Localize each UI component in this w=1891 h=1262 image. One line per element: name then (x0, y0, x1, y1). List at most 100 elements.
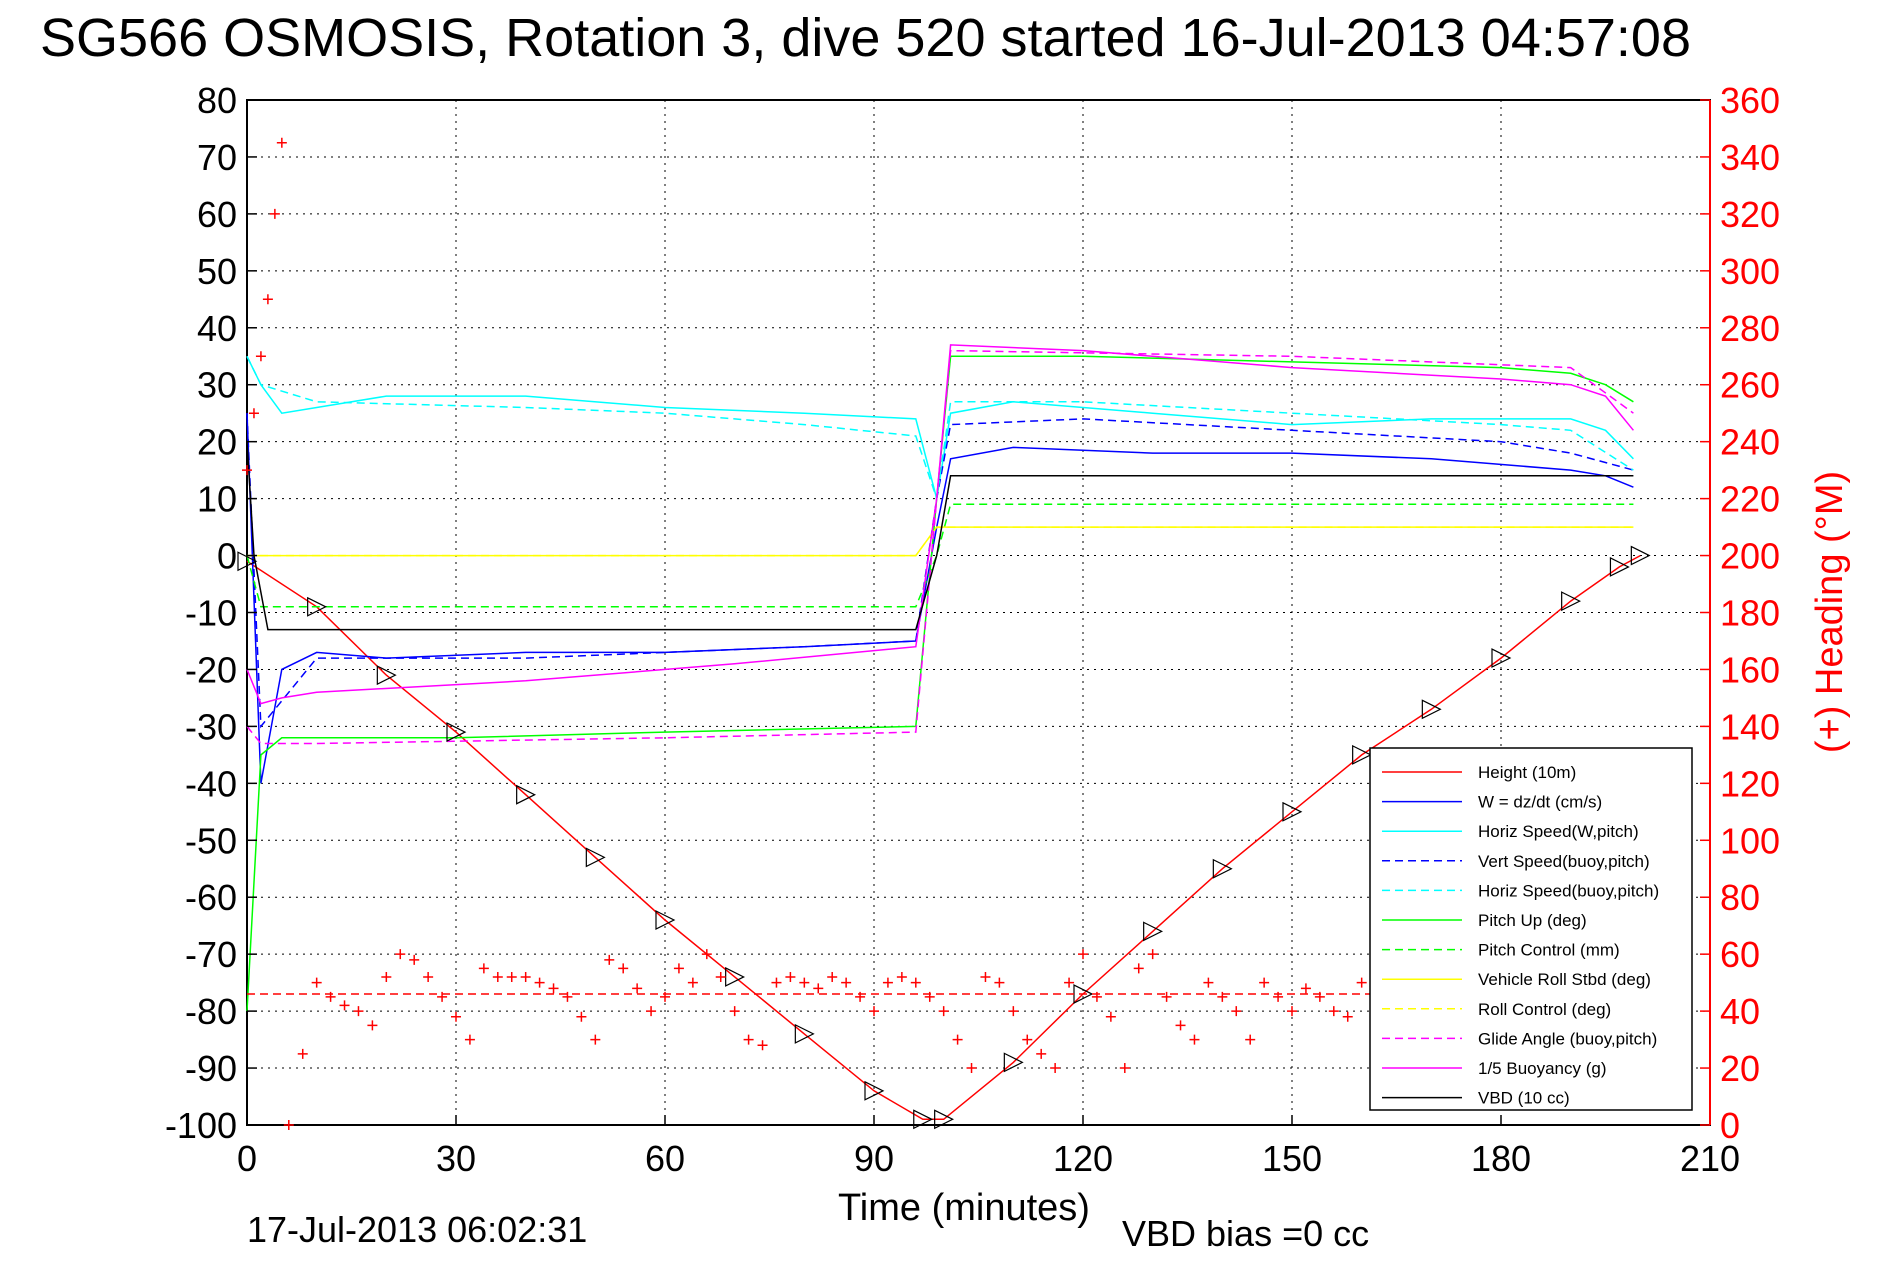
right-tick-label-15: 60 (1720, 934, 1760, 975)
heading-point-38 (729, 1006, 740, 1017)
height-marker-18 (1421, 699, 1442, 720)
right-tick-label-16: 40 (1720, 991, 1760, 1032)
heading-point-46 (841, 977, 852, 988)
height-marker-8 (794, 1023, 815, 1044)
heading-point-35 (687, 977, 698, 988)
series-line-11 (246, 441, 1634, 631)
height-marker-15 (1212, 858, 1233, 879)
left-tick-label-17: -90 (185, 1048, 237, 1089)
bottom-tick-label-1: 30 (436, 1138, 476, 1179)
heading-point-1 (248, 408, 259, 419)
heading-point-69 (1161, 991, 1172, 1002)
height-marker-14 (1143, 921, 1164, 942)
series-line-2 (246, 355, 1634, 499)
left-tick-label-6: 20 (197, 422, 237, 463)
left-tick-label-8: 0 (217, 536, 237, 577)
legend-label-2: Horiz Speed(W,pitch) (1478, 822, 1639, 841)
series-line-4 (246, 355, 1634, 499)
heading-point-58 (1008, 1006, 1019, 1017)
left-tick-label-9: -10 (185, 593, 237, 634)
heading-point-36 (701, 949, 712, 960)
heading-point-70 (1175, 1020, 1186, 1031)
heading-point-19 (464, 1034, 475, 1045)
heading-point-52 (924, 991, 935, 1002)
series-layer (246, 344, 1641, 1121)
right-tick-label-13: 100 (1720, 820, 1780, 861)
height-markers (237, 545, 1651, 1130)
legend-label-0: Height (10m) (1478, 763, 1576, 782)
legend-label-7: Vehicle Roll Stbd (deg) (1478, 970, 1651, 989)
right-tick-label-17: 20 (1720, 1048, 1760, 1089)
heading-point-23 (520, 971, 531, 982)
right-tick-label-8: 200 (1720, 536, 1780, 577)
heading-point-73 (1217, 991, 1228, 1002)
right-tick-label-0: 360 (1720, 80, 1780, 121)
heading-point-7 (297, 1048, 308, 1059)
legend-label-9: Glide Angle (buoy,pitch) (1478, 1029, 1657, 1048)
heading-point-28 (590, 1034, 601, 1045)
heading-point-2 (255, 351, 266, 362)
height-marker-11 (934, 1109, 955, 1130)
heading-point-55 (966, 1063, 977, 1074)
legend: Height (10m) W = dz/dt (cm/s) Horiz Speed(… (1369, 747, 1693, 1111)
left-tick-label-2: 60 (197, 194, 237, 235)
heading-point-11 (353, 1006, 364, 1017)
heading-point-30 (618, 963, 629, 974)
heading-point-5 (276, 137, 287, 148)
heading-point-74 (1231, 1006, 1242, 1017)
height-marker-1 (307, 596, 328, 617)
heading-point-0 (242, 465, 252, 476)
heading-point-12 (367, 1020, 378, 1031)
height-marker-21 (1609, 556, 1630, 577)
heading-point-44 (813, 983, 824, 994)
legend-label-5: Pitch Up (deg) (1478, 911, 1587, 930)
bottom-tick-label-0: 0 (237, 1138, 257, 1179)
vbd-bias-label: VBD bias =0 cc (1122, 1213, 1369, 1254)
heading-point-26 (562, 991, 573, 1002)
heading-point-82 (1342, 1011, 1353, 1022)
heading-point-80 (1314, 991, 1325, 1002)
left-tick-label-18: -100 (165, 1105, 237, 1146)
heading-point-53 (938, 1006, 949, 1017)
heading-point-24 (534, 977, 545, 988)
heading-point-47 (855, 991, 866, 1002)
height-marker-16 (1282, 801, 1303, 822)
heading-point-33 (660, 991, 670, 1002)
right-tick-label-1: 340 (1720, 137, 1780, 178)
heading-point-83 (1356, 977, 1367, 988)
heading-point-76 (1259, 977, 1270, 988)
height-marker-12 (1003, 1052, 1024, 1073)
chart-title: SG566 OSMOSIS, Rotation 3, dive 520 star… (40, 8, 1691, 68)
heading-point-66 (1119, 1063, 1130, 1074)
height-marker-20 (1561, 591, 1582, 612)
height-marker-0 (237, 551, 258, 572)
heading-point-48 (869, 1006, 879, 1017)
heading-point-10 (339, 1000, 350, 1011)
bottom-tick-label-4: 120 (1053, 1138, 1113, 1179)
bottom-tick-label-6: 180 (1471, 1138, 1531, 1179)
heading-point-51 (910, 977, 921, 988)
right-tick-label-5: 260 (1720, 365, 1780, 406)
bottom-axis-ticks: 0 30 60 90 120 150 180 210 (237, 1115, 1740, 1179)
heading-point-18 (451, 1011, 461, 1022)
right-tick-label-9: 180 (1720, 593, 1780, 634)
series-line-7 (247, 526, 1634, 557)
left-tick-label-7: 10 (197, 479, 237, 520)
heading-point-34 (673, 963, 684, 974)
bottom-tick-label-7: 210 (1680, 1138, 1740, 1179)
height-marker-19 (1491, 648, 1512, 669)
heading-point-27 (576, 1011, 587, 1022)
right-tick-label-7: 220 (1720, 479, 1780, 520)
height-marker-6 (655, 910, 676, 930)
left-tick-label-10: -20 (185, 649, 237, 690)
heading-point-8 (311, 977, 322, 988)
height-marker-4 (516, 784, 537, 805)
heading-point-60 (1036, 1048, 1047, 1059)
right-tick-label-6: 240 (1720, 422, 1780, 463)
right-tick-label-14: 80 (1720, 877, 1760, 918)
heading-point-32 (646, 1006, 657, 1017)
heading-point-15 (409, 954, 420, 965)
legend-label-10: 1/5 Buoyancy (g) (1478, 1059, 1607, 1078)
heading-point-57 (994, 977, 1005, 988)
